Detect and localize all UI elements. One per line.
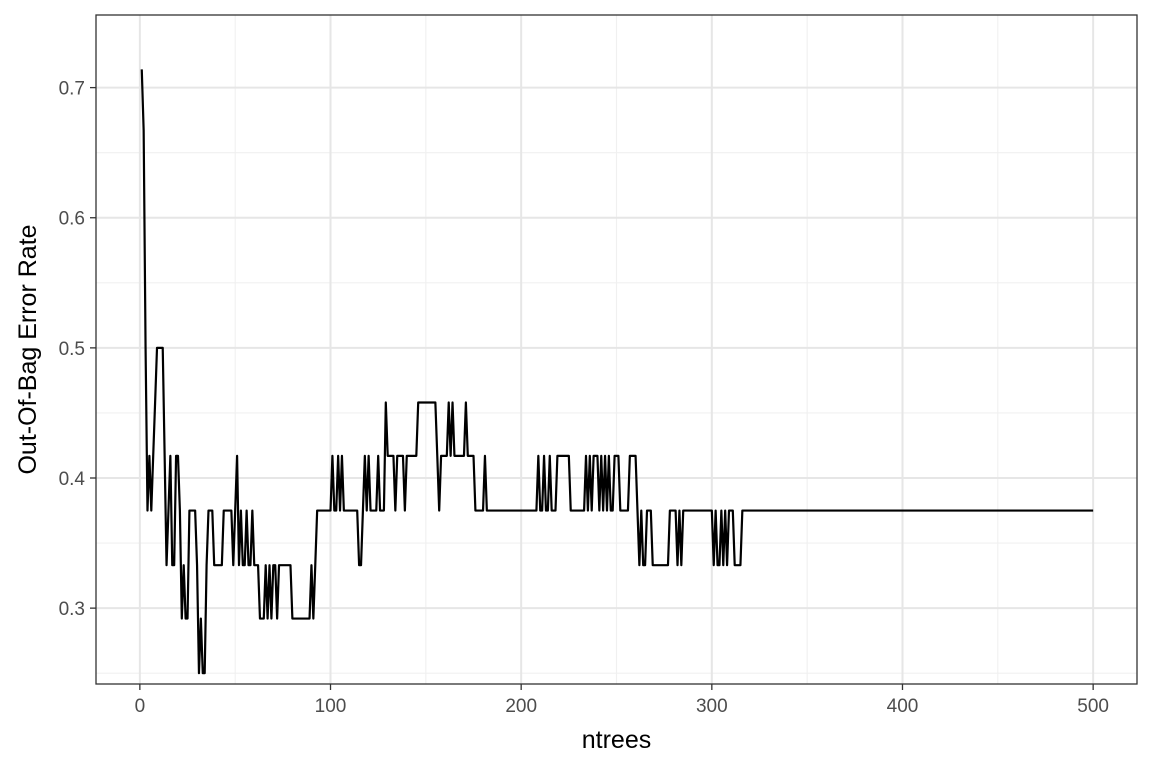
x-tick-label: 300 [696,696,728,717]
axis-layer: 0 100 200 300 400 500 0.3 0.4 0.5 0.6 0.7 [59,79,1109,717]
plot-border [95,14,1138,685]
x-axis-title: ntrees [582,726,651,754]
y-tick-label: 0.3 [59,599,85,620]
y-tick-label: 0.4 [59,469,86,490]
y-axis-title: Out-Of-Bag Error Rate [14,224,42,474]
y-tick-label: 0.6 [59,209,85,230]
grid-layer [96,15,1137,684]
series-layer [140,69,1094,675]
y-tick-label: 0.5 [59,339,85,360]
y-tick-label: 0.7 [59,79,85,100]
x-tick-label: 200 [505,696,537,717]
x-tick-label: 500 [1077,696,1109,717]
x-tick-label: 100 [315,696,347,717]
x-tick-label: 0 [135,696,146,717]
x-tick-label: 400 [887,696,919,717]
series-line-0 [140,69,1094,675]
